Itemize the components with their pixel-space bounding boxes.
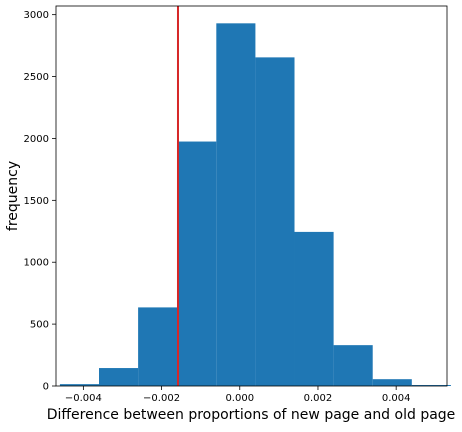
y-axis-title: frequency [5, 161, 21, 231]
y-tick-label-0: 0 [43, 382, 49, 393]
x-tick-label-3: 0.002 [304, 393, 333, 404]
y-tick-label-4: 2000 [24, 134, 49, 145]
histogram-bar-4 [216, 23, 256, 387]
histogram-bar-1 [99, 368, 139, 386]
x-tick-label-1: −0.002 [143, 393, 180, 404]
histogram-bar-2 [138, 307, 178, 386]
axes-layer [55, 5, 448, 387]
y-tick-label-3: 1500 [24, 196, 49, 207]
histogram-bar-8 [372, 379, 412, 386]
histogram-bar-7 [333, 345, 373, 386]
histogram-bar-6 [294, 231, 334, 386]
y-tick-label-1: 500 [30, 320, 49, 331]
histogram-bar-9 [411, 385, 451, 386]
y-tick-label-2: 1000 [24, 258, 49, 269]
x-tick-label-0: −0.004 [65, 393, 102, 404]
histogram-bar-0 [59, 384, 100, 386]
x-axis-title: Difference between proportions of new pa… [47, 407, 456, 423]
histogram-bar-3 [177, 141, 217, 386]
bars-layer [59, 23, 451, 387]
x-tick-label-2: 0.000 [225, 393, 254, 404]
y-tick-label-5: 2500 [24, 72, 49, 83]
plot-frame [55, 5, 448, 387]
y-tick-label-6: 3000 [24, 10, 49, 21]
ticks-layer: −0.004 −0.002 0.000 0.002 0.004 0 500 1000 1500 2… [24, 10, 411, 404]
x-tick-label-4: 0.004 [382, 393, 411, 404]
histogram-bar-5 [255, 57, 295, 387]
